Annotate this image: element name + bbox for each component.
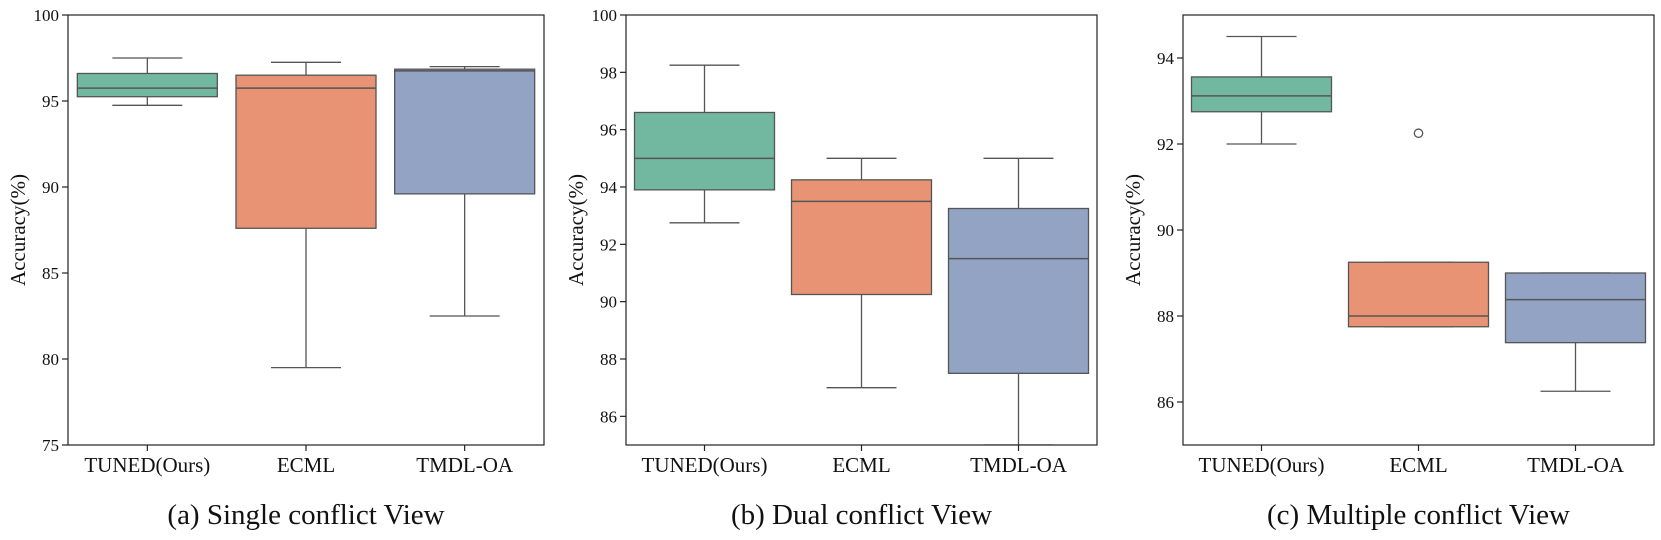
x-tick-label: TUNED(Ours) [642, 453, 768, 477]
y-tick-label: 90 [600, 293, 617, 312]
y-tick-label: 94 [600, 178, 618, 197]
box-iqr [790, 179, 933, 296]
panel-caption: (c) Multiple conflict View [1267, 499, 1570, 531]
y-tick-label: 96 [600, 121, 617, 140]
plot-area [76, 57, 536, 369]
y-tick-label: 100 [592, 6, 618, 25]
y-tick-label: 92 [1157, 135, 1174, 154]
y-tick-label: 80 [42, 350, 59, 369]
chart-panel-3: 86 88 90 92 94 TUNED(Ours) ECML TMDL-OA Accuracy… [1121, 14, 1655, 531]
y-tick-label: 90 [1157, 221, 1174, 240]
box-iqr [1504, 272, 1647, 344]
y-tick-label: 88 [600, 350, 617, 369]
y-tick-label: 88 [1157, 307, 1174, 326]
box-ecml [235, 61, 377, 369]
y-tick-label: 94 [1157, 49, 1175, 68]
box-tuned-ours [76, 57, 218, 106]
y-tick-label: 98 [600, 63, 617, 82]
box-iqr [76, 72, 218, 98]
x-tick-label: TUNED(Ours) [1199, 453, 1325, 477]
x-tick-label: TMDL-OA [970, 453, 1068, 477]
y-tick-label: 92 [600, 235, 617, 254]
chart-panel-2: 86 88 90 92 94 96 98 100 TUNED(Ours) ECML TMDL-OA A… [564, 6, 1098, 531]
x-tick-label: ECML [832, 453, 890, 477]
x-tick-label: ECML [277, 453, 335, 477]
y-tick-label: 90 [42, 178, 59, 197]
box-iqr [1190, 76, 1333, 113]
y-tick-label: 86 [1157, 393, 1174, 412]
y-tick-label: 100 [34, 6, 60, 25]
box-tmdl-oa [394, 65, 536, 317]
box-tmdl-oa [1504, 272, 1647, 392]
box-iqr [235, 74, 377, 229]
outlier-point [1413, 128, 1424, 139]
panel-caption: (a) Single conflict View [167, 499, 444, 531]
box-tuned-ours [1190, 35, 1333, 145]
plot-area [633, 64, 1090, 445]
box-tuned-ours [633, 64, 776, 224]
y-axis-title: Accuracy(%) [1121, 174, 1145, 286]
y-tick-label: 95 [42, 92, 59, 111]
box-iqr [947, 207, 1090, 374]
y-axis-title: Accuracy(%) [564, 174, 588, 286]
y-tick-label: 85 [42, 264, 59, 283]
x-tick-label: TMDL-OA [416, 453, 514, 477]
y-axis-title: Accuracy(%) [6, 174, 30, 286]
panel-caption: (b) Dual conflict View [731, 499, 992, 531]
chart-panel-1: 75 80 85 90 95 100 TUNED(Ours) ECML TMDL-OA Accur… [6, 6, 545, 531]
box-ecml [790, 157, 933, 389]
box-iqr [633, 111, 776, 191]
x-tick-label: TMDL-OA [1527, 453, 1625, 477]
y-tick-label: 86 [600, 407, 617, 426]
box-tmdl-oa [947, 157, 1090, 445]
x-tick-label: TUNED(Ours) [84, 453, 210, 477]
y-tick-label: 75 [42, 436, 59, 455]
box-iqr [394, 68, 536, 195]
box-iqr [1347, 261, 1490, 328]
box-ecml [1347, 128, 1490, 328]
plot-area [1190, 35, 1647, 392]
x-tick-label: ECML [1389, 453, 1447, 477]
